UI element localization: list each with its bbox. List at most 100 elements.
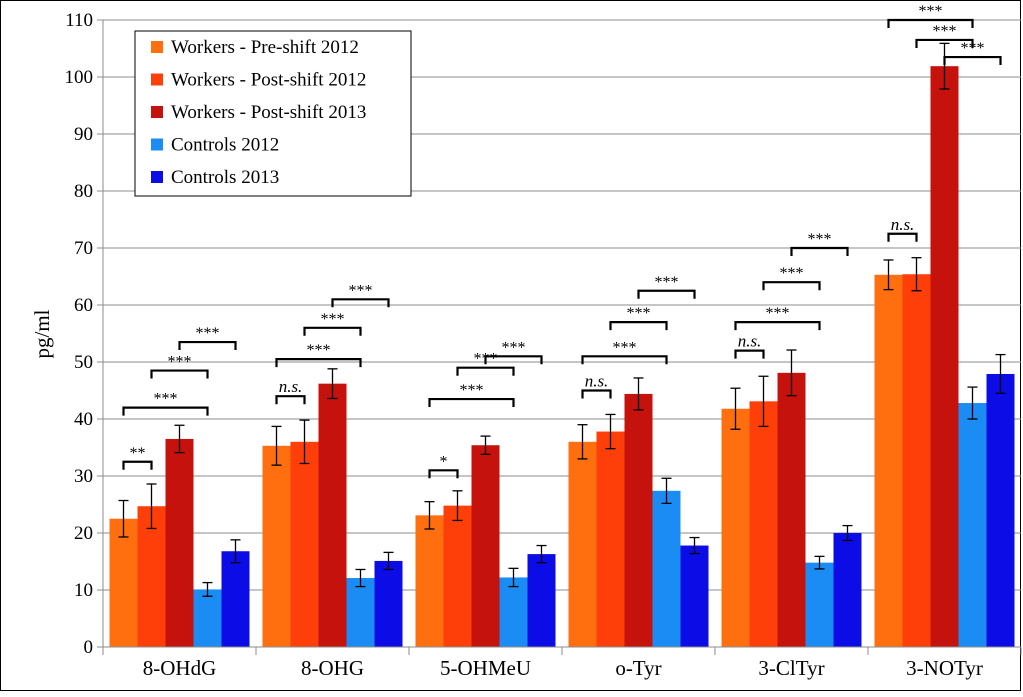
- bar: [137, 506, 166, 647]
- bar: [262, 445, 291, 647]
- significance-label: n.s.: [279, 377, 303, 396]
- bar: [624, 393, 653, 647]
- significance-label: **: [130, 445, 146, 462]
- bar: [527, 554, 556, 647]
- significance-bracket: [275, 395, 306, 405]
- significance-bracket: [303, 326, 362, 336]
- y-tick-label: 90: [74, 124, 93, 145]
- significance-bracket: [484, 355, 543, 365]
- y-tick-label: 110: [65, 10, 93, 31]
- bar: [415, 515, 444, 647]
- y-tick-label: 40: [74, 409, 93, 430]
- bar: [986, 373, 1015, 647]
- significance-label: ***: [613, 339, 637, 356]
- x-tick-label: 8-OHdG: [143, 656, 217, 680]
- y-axis-label: pg/ml: [30, 309, 54, 358]
- bar: [652, 490, 681, 647]
- gridlines: [103, 19, 1021, 591]
- significance-bracket: [915, 38, 974, 48]
- y-tick-label: 60: [74, 295, 93, 316]
- bar: [902, 274, 931, 647]
- bar: [680, 545, 709, 647]
- legend: Workers - Pre-shift 2012 Workers - Post-s…: [134, 30, 412, 197]
- significance-bracket: [150, 369, 209, 379]
- legend-swatch: [151, 73, 163, 86]
- significance-bracket: [637, 289, 696, 299]
- x-tick-label: 3-ClTyr: [758, 656, 824, 680]
- significance-label: ***: [655, 274, 679, 291]
- significance-label: ***: [919, 3, 943, 20]
- bar: [221, 551, 250, 647]
- significance-bracket: [178, 340, 237, 351]
- significance-label: ***: [933, 23, 957, 40]
- significance-label: ***: [154, 391, 178, 408]
- bar: [165, 438, 194, 647]
- significance-label: *: [440, 453, 448, 470]
- bar: [290, 441, 319, 647]
- significance-bracket: [609, 321, 668, 331]
- significance-bracket: [734, 349, 765, 359]
- bar: [374, 560, 403, 647]
- bar: [568, 441, 597, 647]
- significance-bracket: [428, 469, 459, 479]
- significance-bracket: [456, 366, 515, 376]
- legend-swatch: [151, 106, 163, 118]
- significance-annotations: ***********n.s.*******************n.s.**…: [122, 3, 1002, 479]
- legend-entry: Controls 2013: [171, 167, 279, 188]
- legend-swatch: [151, 138, 163, 151]
- y-tick-label: 70: [74, 238, 93, 259]
- axes: 0 10 20 30 40 50 60 70 80 90 100 110 8-OHdG 8-OHG 5-OH…: [65, 10, 1022, 680]
- significance-label: ***: [196, 325, 220, 342]
- significance-label: ***: [961, 40, 985, 57]
- legend-swatch: [151, 41, 163, 53]
- bar: [499, 577, 528, 647]
- significance-bracket: [122, 406, 209, 416]
- significance-label: ***: [627, 305, 651, 322]
- legend-entry: Workers - Pre-shift 2012: [171, 37, 359, 58]
- significance-label: ***: [307, 342, 331, 359]
- y-tick-label: 10: [74, 580, 93, 601]
- bar: [930, 66, 959, 648]
- bar: [471, 445, 500, 647]
- bar: [777, 372, 806, 647]
- significance-bracket: [790, 246, 849, 256]
- significance-bracket: [581, 355, 668, 365]
- significance-label: ***: [349, 282, 373, 299]
- y-tick-label: 20: [74, 523, 93, 544]
- bar: [874, 274, 903, 647]
- y-tick-label: 80: [74, 181, 93, 202]
- significance-label: n.s.: [585, 372, 609, 391]
- bars: [109, 42, 1015, 648]
- x-tick-label: 8-OHG: [301, 656, 364, 680]
- y-tick-label: 50: [74, 352, 93, 373]
- y-tick-label: 30: [74, 466, 93, 487]
- significance-label: n.s.: [891, 215, 915, 234]
- legend-entry: Controls 2012: [171, 135, 279, 156]
- bar: [109, 518, 138, 647]
- legend-swatch: [151, 171, 163, 183]
- bar: [193, 589, 222, 647]
- bar: [596, 431, 625, 647]
- legend-box: [134, 30, 412, 197]
- x-tick-label: 5-OHMeU: [440, 656, 531, 680]
- significance-bracket: [762, 281, 821, 291]
- significance-bracket: [943, 55, 1002, 66]
- significance-bracket: [734, 321, 821, 331]
- x-tick-label: o-Tyr: [615, 656, 661, 680]
- significance-label: ***: [502, 339, 526, 356]
- bar: [318, 383, 347, 647]
- significance-bracket: [275, 358, 362, 368]
- significance-label: ***: [766, 305, 790, 322]
- bar: [443, 505, 472, 647]
- bar: [749, 401, 778, 647]
- significance-bracket: [887, 18, 974, 28]
- significance-bracket: [331, 298, 390, 308]
- significance-label: ***: [321, 311, 345, 328]
- significance-label: ***: [780, 265, 804, 282]
- significance-label: ***: [808, 231, 832, 248]
- legend-entry: Workers - Post-shift 2012: [171, 70, 366, 91]
- y-tick-label: 100: [65, 67, 94, 88]
- significance-label: ***: [168, 354, 192, 371]
